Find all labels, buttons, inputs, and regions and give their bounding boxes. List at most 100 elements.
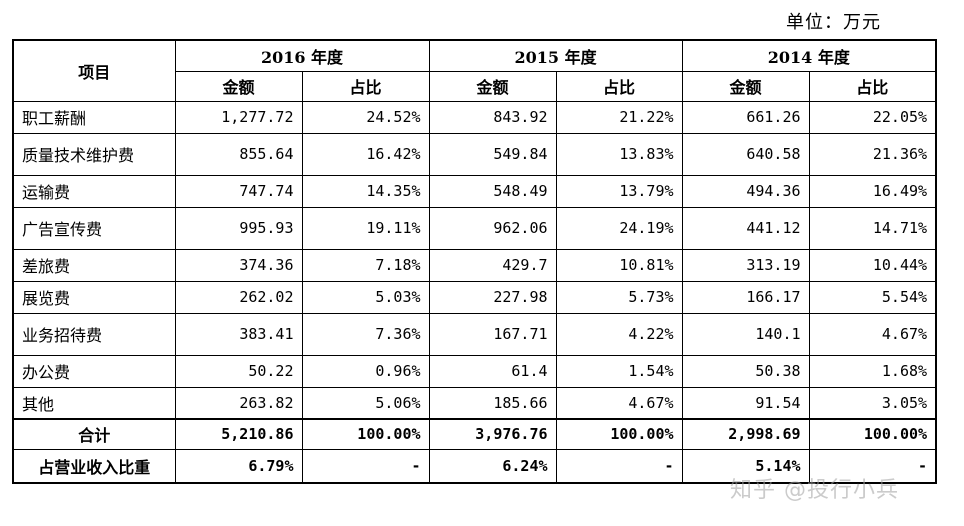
amount-header: 金额 xyxy=(681,70,810,102)
cell-value: 61.4 xyxy=(428,354,557,388)
watermark: 知乎 @投行小兵 xyxy=(730,478,899,503)
cell-value: 995.93 xyxy=(174,206,303,250)
cell-value: - xyxy=(555,448,683,484)
year-header-2016: 2016 年度 xyxy=(174,39,430,72)
cell-value: 0.96% xyxy=(301,354,430,388)
amount-header: 金额 xyxy=(174,70,303,102)
cell-value: 14.71% xyxy=(808,206,937,250)
cell-value: 16.42% xyxy=(301,132,430,176)
cell-value: 5.06% xyxy=(301,386,430,420)
revenue-ratio-row: 占营业收入比重 6.79% - 6.24% - 5.14% - xyxy=(12,448,937,484)
cell-value: 10.44% xyxy=(808,248,937,282)
cell-value: 494.36 xyxy=(681,174,810,208)
row-label: 差旅费 xyxy=(12,248,176,282)
table-row: 办公费 50.22 0.96% 61.4 1.54% 50.38 1.68% xyxy=(12,354,937,388)
cell-value: 100.00% xyxy=(555,418,683,450)
cell-value: 383.41 xyxy=(174,312,303,356)
cell-value: 227.98 xyxy=(428,280,557,314)
header-row-years: 项目 2016 年度 2015 年度 2014 年度 xyxy=(12,39,937,102)
cell-value: 21.22% xyxy=(555,100,683,134)
cell-value: 13.83% xyxy=(555,132,683,176)
cell-value: 5.03% xyxy=(301,280,430,314)
item-header: 项目 xyxy=(12,39,176,102)
cell-value: 4.22% xyxy=(555,312,683,356)
cell-value: 100.00% xyxy=(301,418,430,450)
cell-value: 140.1 xyxy=(681,312,810,356)
row-label: 质量技术维护费 xyxy=(12,132,176,176)
header-row-metrics: 金额 占比 金额 占比 金额 占比 xyxy=(13,70,937,102)
cell-value: 14.35% xyxy=(301,174,430,208)
share-header: 占比 xyxy=(555,70,683,102)
cell-value: 185.66 xyxy=(428,386,557,420)
cell-value: 13.79% xyxy=(555,174,683,208)
cell-value: 6.79% xyxy=(174,448,303,484)
cell-value: 24.19% xyxy=(555,206,683,250)
cell-value: 262.02 xyxy=(174,280,303,314)
cell-value: 19.11% xyxy=(301,206,430,250)
cell-value: 3.05% xyxy=(808,386,937,420)
table-row: 质量技术维护费 855.64 16.42% 549.84 13.83% 640.… xyxy=(12,132,937,176)
cell-value: 4.67% xyxy=(555,386,683,420)
table-row: 运输费 747.74 14.35% 548.49 13.79% 494.36 1… xyxy=(12,174,937,208)
year-header-2014: 2014 年度 xyxy=(681,39,937,72)
table-row: 差旅费 374.36 7.18% 429.7 10.81% 313.19 10.… xyxy=(12,248,937,282)
cell-value: 50.38 xyxy=(681,354,810,388)
expense-table: 项目 2016 年度 2015 年度 2014 年度 金额 占比 金额 占比 金… xyxy=(12,39,938,484)
cell-value: 91.54 xyxy=(681,386,810,420)
cell-value: 50.22 xyxy=(174,354,303,388)
total-label: 合计 xyxy=(12,418,176,450)
cell-value: 3,976.76 xyxy=(428,418,557,450)
total-row: 合计 5,210.86 100.00% 3,976.76 100.00% 2,9… xyxy=(12,418,937,450)
cell-value: 640.58 xyxy=(681,132,810,176)
share-header: 占比 xyxy=(808,70,937,102)
cell-value: 548.49 xyxy=(428,174,557,208)
cell-value: 313.19 xyxy=(681,248,810,282)
cell-value: 5,210.86 xyxy=(174,418,303,450)
cell-value: 7.18% xyxy=(301,248,430,282)
cell-value: 5.73% xyxy=(555,280,683,314)
amount-header: 金额 xyxy=(428,70,557,102)
row-label: 办公费 xyxy=(12,354,176,388)
table-row: 广告宣传费 995.93 19.11% 962.06 24.19% 441.12… xyxy=(12,206,937,250)
cell-value: 22.05% xyxy=(808,100,937,134)
cell-value: 166.17 xyxy=(681,280,810,314)
cell-value: 167.71 xyxy=(428,312,557,356)
cell-value: 7.36% xyxy=(301,312,430,356)
cell-value: 843.92 xyxy=(428,100,557,134)
year-header-2015: 2015 年度 xyxy=(428,39,683,72)
cell-value: 429.7 xyxy=(428,248,557,282)
cell-value: 441.12 xyxy=(681,206,810,250)
table-row: 业务招待费 383.41 7.36% 167.71 4.22% 140.1 4.… xyxy=(12,312,937,356)
cell-value: 16.49% xyxy=(808,174,937,208)
cell-value: - xyxy=(808,448,937,484)
cell-value: 1.68% xyxy=(808,354,937,388)
cell-value: 5.54% xyxy=(808,280,937,314)
unit-label: 单位：万元 xyxy=(786,12,881,33)
cell-value: 962.06 xyxy=(428,206,557,250)
cell-value: 21.36% xyxy=(808,132,937,176)
cell-value: 6.24% xyxy=(428,448,557,484)
cell-value: 24.52% xyxy=(301,100,430,134)
cell-value: 10.81% xyxy=(555,248,683,282)
cell-value: 2,998.69 xyxy=(681,418,810,450)
row-label: 展览费 xyxy=(12,280,176,314)
table-row: 其他 263.82 5.06% 185.66 4.67% 91.54 3.05% xyxy=(12,386,937,420)
share-header: 占比 xyxy=(301,70,430,102)
row-label: 其他 xyxy=(12,386,176,420)
cell-value: 661.26 xyxy=(681,100,810,134)
cell-value: - xyxy=(301,448,430,484)
cell-value: 5.14% xyxy=(681,448,810,484)
row-label: 业务招待费 xyxy=(12,312,176,356)
cell-value: 549.84 xyxy=(428,132,557,176)
table-row: 展览费 262.02 5.03% 227.98 5.73% 166.17 5.5… xyxy=(12,280,937,314)
cell-value: 1.54% xyxy=(555,354,683,388)
cell-value: 100.00% xyxy=(808,418,937,450)
cell-value: 747.74 xyxy=(174,174,303,208)
cell-value: 1,277.72 xyxy=(174,100,303,134)
cell-value: 263.82 xyxy=(174,386,303,420)
row-label: 职工薪酬 xyxy=(12,100,176,134)
ratio-label: 占营业收入比重 xyxy=(12,448,176,484)
cell-value: 374.36 xyxy=(174,248,303,282)
cell-value: 4.67% xyxy=(808,312,937,356)
row-label: 运输费 xyxy=(12,174,176,208)
